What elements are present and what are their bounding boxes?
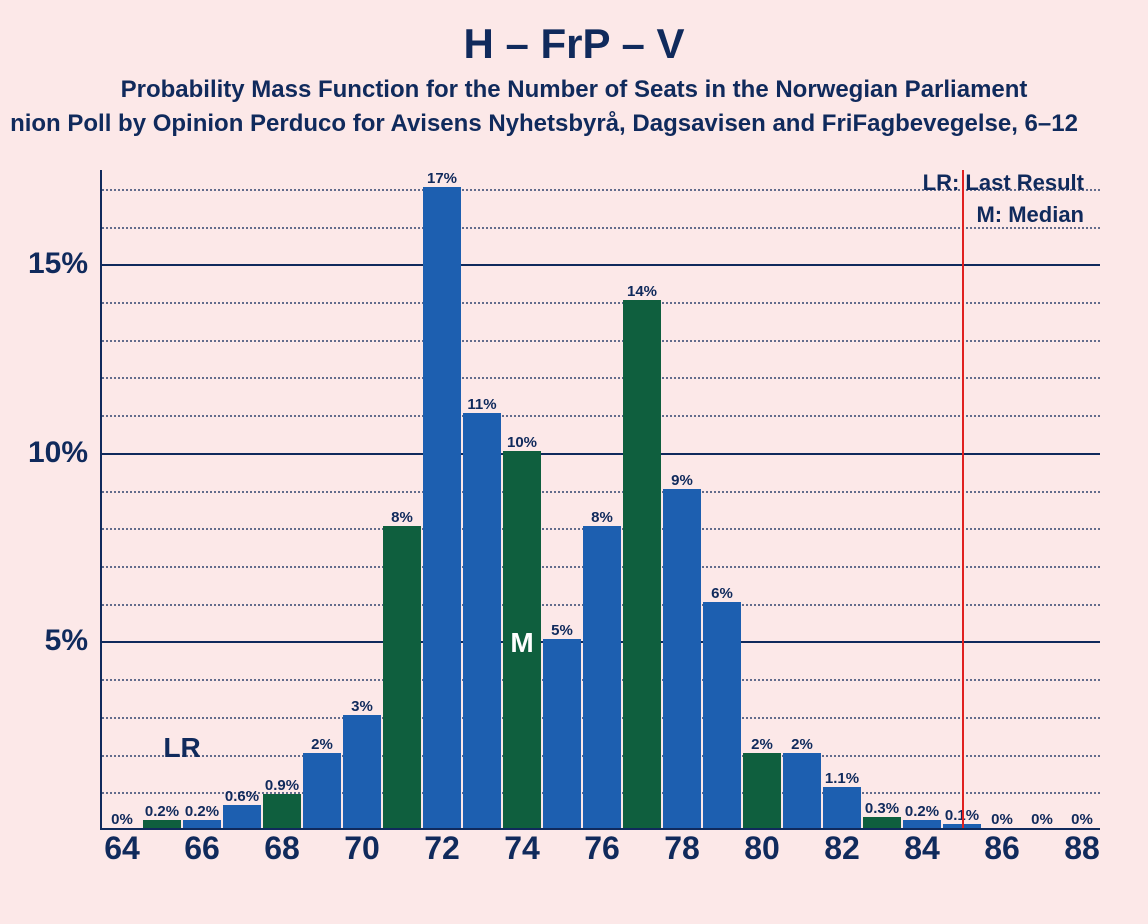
x-axis-label: 88 (1064, 830, 1100, 867)
bar-value-label: 5% (551, 622, 573, 639)
bar (343, 715, 381, 828)
bar-value-label: 8% (391, 509, 413, 526)
x-axis-label: 76 (584, 830, 620, 867)
gridline-major (102, 453, 1100, 455)
bar (383, 526, 421, 828)
x-axis-label: 68 (264, 830, 300, 867)
x-axis-label: 64 (104, 830, 140, 867)
x-axis-label: 84 (904, 830, 940, 867)
bar-value-label: 0.2% (905, 803, 939, 820)
gridline-minor (102, 377, 1100, 379)
gridline-minor (102, 302, 1100, 304)
bar (463, 413, 501, 828)
bar-value-label: 10% (507, 434, 537, 451)
bar (423, 187, 461, 828)
x-axis-label: 66 (184, 830, 220, 867)
bar (823, 787, 861, 828)
bar-value-label: 2% (311, 736, 333, 753)
chart-subtitle-1: Probability Mass Function for the Number… (0, 76, 1148, 104)
bar (863, 817, 901, 828)
bar (743, 753, 781, 828)
gridline-minor (102, 340, 1100, 342)
bar-value-label: 9% (671, 472, 693, 489)
plot-region: LR: Last Result M: Median 5%10%15%646668… (100, 170, 1100, 830)
gridline-minor (102, 189, 1100, 191)
legend: LR: Last Result M: Median (923, 170, 1084, 228)
bar-value-label: 2% (751, 736, 773, 753)
chart-area: LR: Last Result M: Median 5%10%15%646668… (100, 180, 1100, 840)
x-axis-label: 78 (664, 830, 700, 867)
bar (783, 753, 821, 828)
bar (663, 489, 701, 828)
y-axis-label: 5% (45, 624, 88, 658)
bar-value-label: 0% (111, 811, 133, 828)
bar (263, 794, 301, 828)
bar-value-label: 0.2% (145, 803, 179, 820)
bar (623, 300, 661, 828)
bar-value-label: 0.3% (865, 800, 899, 817)
bar (903, 820, 941, 828)
bar (143, 820, 181, 828)
x-axis-label: 82 (824, 830, 860, 867)
gridline-minor (102, 491, 1100, 493)
chart-subtitle-2: nion Poll by Opinion Perduco for Avisens… (0, 110, 1118, 138)
last-result-line (962, 170, 964, 828)
bar (583, 526, 621, 828)
bar-value-label: 0% (1031, 811, 1053, 828)
bar-value-label: 17% (427, 170, 457, 187)
bar-value-label: 0.9% (265, 777, 299, 794)
bar (183, 820, 221, 828)
median-marker: M (510, 627, 533, 659)
bar (223, 805, 261, 828)
bar-value-label: 0.2% (185, 803, 219, 820)
x-axis-label: 72 (424, 830, 460, 867)
bar-value-label: 3% (351, 698, 373, 715)
bar-value-label: 2% (791, 736, 813, 753)
x-axis-label: 70 (344, 830, 380, 867)
y-axis-label: 15% (28, 247, 88, 281)
gridline-minor (102, 227, 1100, 229)
x-axis-label: 74 (504, 830, 540, 867)
bar-value-label: 14% (627, 283, 657, 300)
title-block: H – FrP – V Probability Mass Function fo… (0, 0, 1148, 138)
x-axis-label: 80 (744, 830, 780, 867)
bar-value-label: 0% (991, 811, 1013, 828)
bar-value-label: 0.6% (225, 788, 259, 805)
bar-value-label: 0% (1071, 811, 1093, 828)
bar (303, 753, 341, 828)
bar-value-label: 1.1% (825, 770, 859, 787)
bar (703, 602, 741, 828)
bar-value-label: 11% (467, 396, 496, 413)
legend-last-result: LR: Last Result (923, 170, 1084, 196)
bar-value-label: 6% (711, 585, 733, 602)
chart-title: H – FrP – V (0, 20, 1148, 68)
legend-median: M: Median (923, 202, 1084, 228)
x-axis-label: 86 (984, 830, 1020, 867)
bar-value-label: 8% (591, 509, 613, 526)
gridline-minor (102, 415, 1100, 417)
y-axis-label: 10% (28, 436, 88, 470)
gridline-major (102, 264, 1100, 266)
bar (543, 639, 581, 828)
lr-marker: LR (163, 732, 200, 764)
